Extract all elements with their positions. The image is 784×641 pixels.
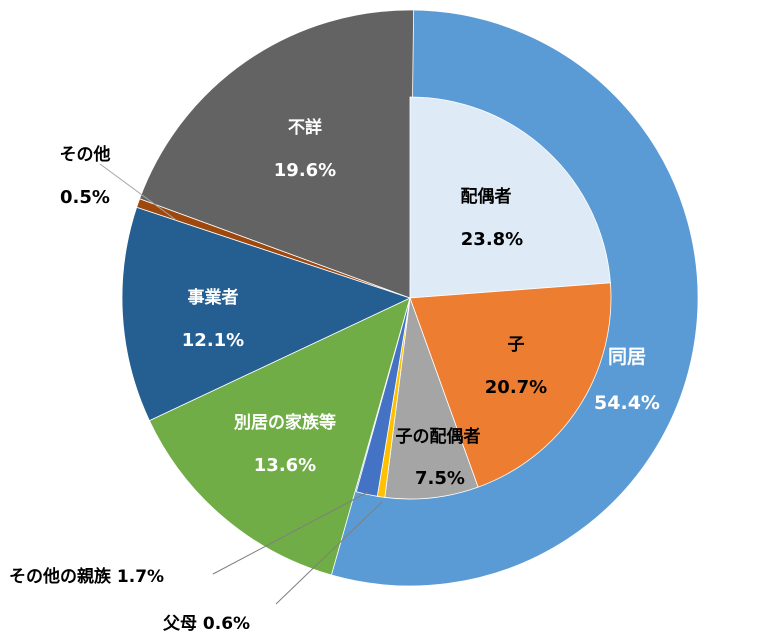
label-sonota: その他 bbox=[60, 144, 111, 165]
value-sonota: 0.5% bbox=[60, 187, 110, 208]
label-bekkyo: 別居の家族等 bbox=[233, 412, 336, 433]
leader-line-fubo bbox=[275, 501, 383, 605]
label-sonota-shinzoku: その他の親族 1.7% bbox=[9, 566, 164, 587]
value-ko: 20.7% bbox=[485, 377, 547, 398]
label-jigyousha: 事業者 bbox=[188, 287, 239, 308]
inner-slice-4 bbox=[355, 297, 411, 497]
inner-slice-0 bbox=[409, 96, 611, 299]
inner-slice-1 bbox=[409, 282, 612, 488]
outer-slice-4 bbox=[139, 9, 415, 299]
value-fushou: 19.6% bbox=[274, 160, 336, 181]
label-ko-no-haiguusha: 子の配偶者 bbox=[396, 426, 481, 447]
leader-line-sonota bbox=[99, 163, 177, 221]
value-doukyo: 54.4% bbox=[594, 392, 660, 414]
label-fushou: 不詳 bbox=[288, 117, 322, 138]
label-ko: 子 bbox=[508, 335, 525, 355]
inner-slice-2 bbox=[384, 297, 479, 500]
outer-slice-2 bbox=[121, 206, 412, 422]
value-haiguusha: 23.8% bbox=[461, 229, 523, 250]
outer-slice-1 bbox=[148, 297, 411, 576]
inner-pie bbox=[355, 96, 612, 500]
label-doukyo: 同居 bbox=[608, 346, 646, 368]
leader-line-sonota-shinzoku bbox=[212, 491, 369, 575]
value-ko-no-haiguusha: 7.5% bbox=[415, 468, 465, 489]
label-haiguusha: 配偶者 bbox=[461, 186, 512, 207]
value-bekkyo: 13.6% bbox=[254, 455, 316, 476]
label-fubo: 父母 0.6% bbox=[162, 614, 250, 634]
value-jigyousha: 12.1% bbox=[182, 330, 244, 351]
